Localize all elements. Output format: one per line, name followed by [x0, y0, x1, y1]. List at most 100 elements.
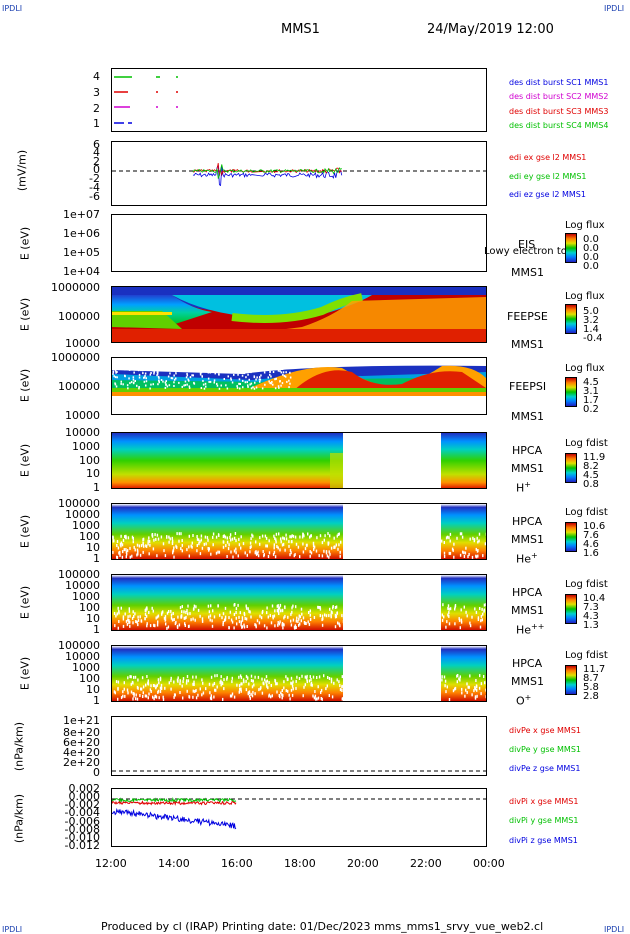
hpca-speckle: [456, 536, 458, 540]
hpca-speckle: [332, 606, 334, 610]
hpca-speckle: [154, 533, 156, 537]
feepsi-speckle: [158, 376, 160, 379]
hpca-h-spectrogram: [112, 433, 486, 488]
feepsi-speckle: [219, 366, 221, 369]
hpca-speckle: [313, 545, 316, 549]
hpca_hepp-ytick: 100: [79, 601, 100, 614]
feepsi-speckle: [245, 376, 247, 379]
hpca-speckle: [318, 606, 320, 609]
hpca-speckle: [265, 680, 267, 684]
hpca-speckle: [187, 604, 189, 608]
hpca_o-ytick: 10: [86, 683, 100, 696]
hpca-speckle: [475, 555, 478, 559]
hpca-speckle: [338, 543, 340, 547]
hpca-speckle: [454, 687, 456, 691]
corner-label-tr: IPDLI: [604, 4, 625, 13]
feepsi-speckle: [150, 372, 152, 374]
hpca-speckle: [248, 694, 251, 698]
hpca-speckle: [136, 697, 139, 701]
hpca-speckle: [312, 541, 315, 545]
feepsi-speckle: [112, 371, 115, 373]
hpca-speckle: [233, 695, 236, 699]
hpca-speckle: [482, 612, 484, 616]
hpca_he-cb-value: 4.6: [583, 539, 599, 550]
hpca-speckle: [199, 540, 201, 544]
hpca-speckle: [178, 539, 180, 543]
hpca-speckle: [142, 685, 145, 689]
hpca-speckle: [173, 618, 175, 621]
hpca-speckle: [179, 691, 181, 694]
hpca-speckle: [192, 534, 194, 537]
hpca-speckle: [168, 540, 170, 544]
hpca-speckle: [304, 675, 306, 679]
hpca-speckle: [176, 624, 179, 628]
hpca-speckle: [445, 625, 447, 629]
hpca-speckle: [302, 532, 304, 536]
hpca-speckle: [445, 690, 447, 694]
hpca-speckle: [307, 620, 309, 624]
hpca-speckle: [239, 687, 241, 691]
feepsi-speckle: [225, 368, 227, 370]
feepsi-speckle: [288, 379, 290, 382]
hpca-speckle: [137, 550, 139, 554]
feepsi-speckle: [150, 383, 152, 386]
hpca-speckle: [467, 555, 469, 559]
feepsi-speckle: [275, 367, 277, 370]
hpca-speckle: [151, 534, 154, 538]
hpca-speckle: [248, 609, 250, 613]
hpca-speckle: [309, 554, 311, 558]
hpca-hepp-panel: [111, 574, 487, 631]
hpca-speckle: [309, 675, 311, 679]
hpca-speckle: [465, 546, 467, 550]
hpca-speckle: [230, 618, 233, 622]
feepsi-speckle: [153, 371, 155, 373]
feepsi-speckle: [152, 368, 154, 371]
hpca-speckle: [243, 680, 245, 684]
hpca-speckle: [254, 623, 256, 627]
hpca-speckle: [301, 535, 304, 539]
hpca-speckle: [448, 611, 450, 615]
hpca-speckle: [256, 551, 258, 555]
feepsi-speckle: [220, 366, 222, 369]
hpca-speckle: [157, 537, 160, 541]
feepsi-speckle: [246, 381, 248, 384]
hpca-speckle: [113, 612, 116, 615]
feepsi-speckle: [145, 380, 148, 383]
hpca-speckle: [292, 604, 294, 608]
feepsi-speckle: [204, 382, 207, 385]
hpca-speckle: [148, 552, 150, 556]
hpca-speckle: [285, 537, 288, 541]
hpca-speckle: [321, 618, 323, 622]
hpca-speckle: [312, 694, 314, 698]
feepsi-speckle: [254, 381, 256, 384]
hpca-speckle: [329, 607, 331, 611]
hpca-speckle: [321, 614, 324, 618]
feepsi-speckle: [267, 368, 270, 371]
hpca-speckle: [449, 539, 451, 543]
hpca-speckle: [338, 680, 340, 684]
hpca-speckle: [295, 619, 298, 623]
hpca-speckle: [294, 624, 297, 628]
feepsi-speckle: [143, 376, 145, 379]
hpca-speckle: [126, 622, 129, 626]
hpca-speckle: [188, 695, 190, 699]
hpca-speckle: [186, 675, 189, 678]
hpca_h-cb-value: 8.2: [583, 461, 599, 472]
hpca-speckle: [475, 610, 478, 614]
hpca-speckle: [230, 538, 232, 542]
hpca-speckle: [478, 539, 480, 543]
feepsi-speckle: [137, 366, 140, 369]
feepsi-speckle: [157, 371, 159, 374]
hpca-speckle: [245, 606, 248, 610]
hpca-speckle: [212, 535, 214, 539]
burst-legend-sc2: des dist burst SC2 MMS2: [509, 92, 609, 101]
hpca-speckle: [116, 540, 119, 543]
hpca-speckle: [441, 618, 444, 622]
hpca-speckle: [214, 674, 216, 678]
hpca-speckle: [171, 542, 174, 545]
hpca-speckle: [229, 610, 231, 614]
hpca-speckle: [134, 675, 137, 679]
hpca-speckle: [476, 694, 478, 698]
feepsi-speckle: [168, 384, 171, 387]
hpca-speckle: [137, 552, 139, 556]
